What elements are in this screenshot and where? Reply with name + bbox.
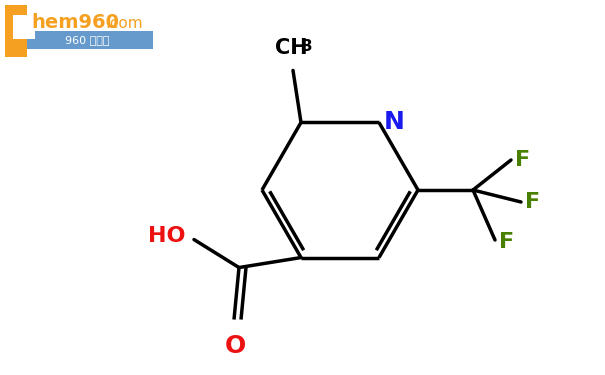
Text: 960 化工网: 960 化工网 (65, 35, 110, 45)
Text: HO: HO (148, 225, 186, 246)
Text: .com: .com (105, 15, 143, 30)
Text: hem960: hem960 (31, 13, 119, 33)
Bar (5, 5, 27, 57)
Bar (23, 31, 153, 49)
Bar (13, 15, 35, 39)
Text: CH: CH (275, 39, 307, 58)
Text: O: O (224, 333, 246, 357)
Text: F: F (515, 150, 530, 170)
Text: F: F (499, 232, 514, 252)
Text: 3: 3 (302, 39, 312, 54)
Text: N: N (384, 111, 405, 135)
Text: F: F (525, 192, 540, 212)
